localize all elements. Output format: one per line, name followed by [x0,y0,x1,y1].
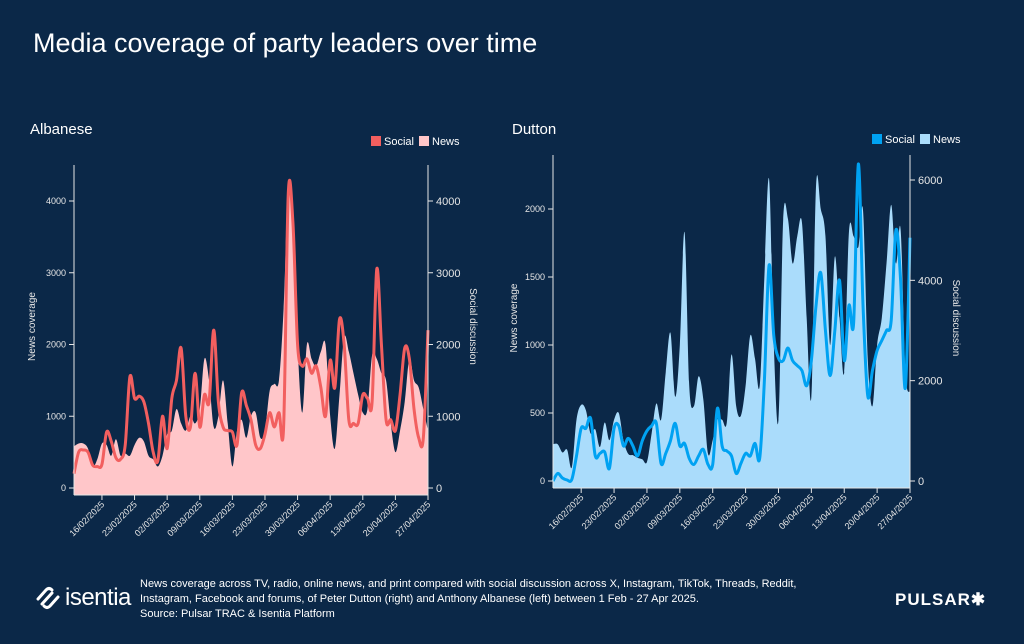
y2-axis-label: Social discussion [950,280,961,357]
y-tick-label: 2000 [46,340,66,350]
legend-label-social: Social [885,134,915,146]
y-tick-label: 0 [540,476,545,486]
pulsar-logo: PULSAR✱ [895,590,987,609]
y-tick-label: 3000 [46,268,66,278]
y2-tick-label: 3000 [436,268,460,280]
dutton-chart-title: Dutton [512,121,557,138]
y-tick-label: 1000 [46,411,66,421]
y-tick-label: 0 [61,483,66,493]
y2-tick-label: 1000 [436,411,460,423]
chart-dutton: 0500100015002000020004000600016/02/20252… [509,134,961,531]
y2-tick-label: 4000 [436,196,460,208]
footer-source: Source: Pulsar TRAC & Isentia Platform [140,608,335,620]
legend-swatch-news [419,136,429,146]
legend-swatch-social [872,134,882,144]
legend: Social News [371,136,460,148]
x-tick-label: 27/04/2025 [875,492,914,531]
y-tick-label: 1500 [525,272,545,282]
y2-tick-label: 6000 [918,175,942,187]
y-tick-label: 500 [530,408,545,418]
isentia-logo-text: isentia [65,584,131,611]
y-tick-label: 2000 [525,204,545,214]
albanese-chart-title: Albanese [30,121,93,138]
legend-label-news: News [432,136,460,148]
social-line [72,178,430,474]
y2-axis-label: Social discussion [467,288,478,365]
y2-tick-label: 2000 [436,340,460,352]
legend: Social News [872,134,961,146]
isentia-logo: isentia [34,584,131,612]
news-area [553,175,910,488]
social-line [551,162,912,483]
legend-label-news: News [933,134,961,146]
legend-swatch-news [920,134,930,144]
y2-tick-label: 0 [918,476,924,488]
y-tick-label: 1000 [525,340,545,350]
y2-tick-label: 2000 [918,376,942,388]
footer-note: News coverage across TV, radio, online n… [140,577,900,622]
footer-line: News coverage across TV, radio, online n… [140,578,797,590]
page-title: Media coverage of party leaders over tim… [33,28,538,58]
footer-line: Instagram, Facebook and forums, of Peter… [140,593,699,605]
y-axis-label: News coverage [509,283,520,352]
y2-tick-label: 0 [436,483,442,495]
legend-swatch-social [371,136,381,146]
chart-albanese: 010002000300040000100020003000400016/02/… [27,136,478,538]
news-area [74,180,428,496]
y-axis-label: News coverage [27,292,38,361]
y-tick-label: 4000 [46,196,66,206]
isentia-logo-icon [36,587,60,609]
x-tick-label: 27/04/2025 [393,499,432,538]
legend-label-social: Social [384,136,414,148]
y2-tick-label: 4000 [918,275,942,287]
